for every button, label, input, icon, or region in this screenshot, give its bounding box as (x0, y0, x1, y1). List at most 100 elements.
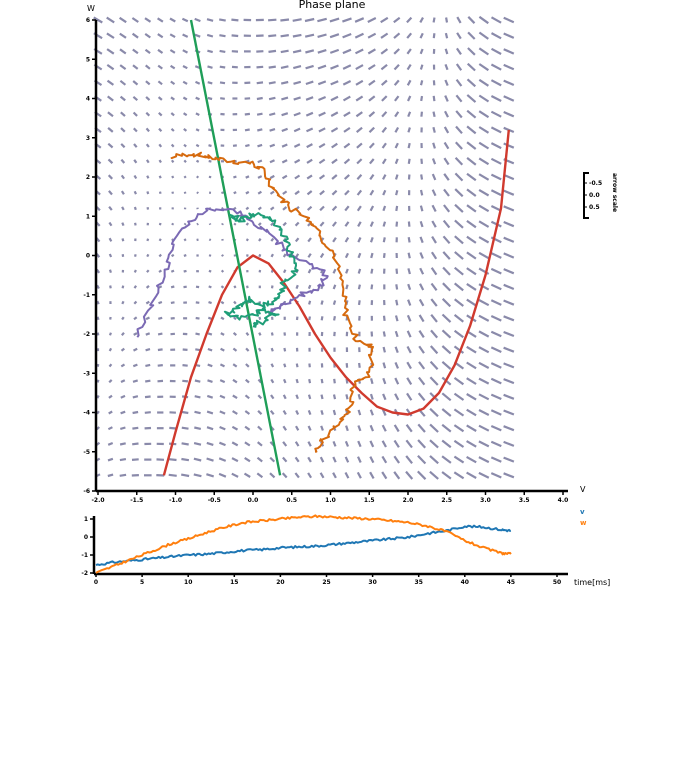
quiver-arrow (171, 271, 174, 272)
quiver-arrow (467, 347, 476, 353)
quiver-arrow (207, 35, 213, 37)
quiver-arrow (245, 458, 250, 461)
quiver-arrow (194, 459, 201, 461)
quiver-arrow (159, 97, 162, 100)
quiver-arrow (383, 378, 385, 384)
quiver-arrow (408, 347, 411, 353)
quiver-arrow (271, 239, 273, 242)
quiver-arrow (321, 457, 324, 462)
quiver-arrow (479, 96, 488, 102)
quiver-arrow (109, 396, 112, 398)
quiver-arrow (433, 143, 435, 149)
quiver-arrow (172, 176, 173, 178)
quiver-arrow (397, 269, 398, 274)
quiver-arrow (395, 80, 399, 85)
time-y-tick-label: 0 (84, 534, 88, 541)
quiver-arrow (184, 145, 186, 147)
quiver-arrow (296, 411, 298, 415)
time-x-tick-label: 45 (507, 579, 515, 586)
arrow-scale-tick-label: 0.5 (589, 204, 600, 211)
quiver-arrow (334, 301, 335, 305)
quiver-arrow (479, 174, 489, 180)
quiver-arrow (208, 82, 213, 83)
quiver-arrow (283, 207, 286, 210)
quiver-arrow (491, 363, 501, 368)
quiver-arrow (407, 393, 411, 400)
quiver-arrow (504, 348, 514, 352)
quiver-arrow (98, 380, 99, 383)
quiver-arrow (384, 316, 385, 321)
quiver-arrow (295, 473, 299, 478)
quiver-arrow (309, 285, 310, 289)
quiver-arrow (479, 331, 489, 336)
phase-x-tick-label: -1.5 (130, 497, 143, 504)
quiver-arrow (109, 380, 112, 382)
quiver-arrow (207, 427, 213, 429)
quiver-arrow (246, 348, 249, 351)
quiver-arrow (282, 113, 288, 115)
quiver-arrow (442, 362, 450, 369)
quiver-arrow (431, 315, 437, 322)
quiver-arrow (122, 175, 124, 178)
quiver-arrow (407, 33, 411, 38)
quiver-arrow (456, 127, 462, 134)
quiver-arrow (443, 283, 450, 290)
quiver-arrow (321, 426, 323, 431)
trace-w (96, 515, 511, 573)
quiver-arrow (407, 362, 411, 368)
phase-y-tick-label: 3 (86, 135, 90, 142)
quiver-arrow (421, 33, 423, 38)
quiver-arrow (305, 50, 313, 52)
quiver-arrow (467, 237, 476, 243)
quiver-arrow (344, 97, 351, 101)
quiver-arrow (333, 473, 336, 478)
quiver-arrow (457, 17, 460, 23)
quiver-arrow (491, 379, 501, 384)
quiver-arrow (308, 473, 311, 478)
quiver-arrow (97, 285, 99, 288)
phase-y-tick-label: 0 (86, 253, 90, 260)
quiver-arrow (467, 205, 476, 211)
quiver-arrow (234, 192, 237, 193)
quiver-arrow (160, 192, 161, 194)
quiver-arrow (344, 144, 349, 148)
quiver-arrow (270, 458, 274, 462)
quiver-arrow (295, 176, 300, 179)
quiver-arrow (457, 64, 461, 70)
quiver-arrow (504, 49, 514, 53)
quiver-arrow (333, 222, 336, 226)
quiver-arrow (397, 222, 398, 227)
time-x-tick-label: 50 (553, 579, 561, 586)
quiver-arrow (421, 159, 422, 164)
quiver-arrow (504, 34, 514, 38)
quiver-arrow (122, 333, 124, 335)
quiver-arrow (281, 66, 288, 68)
quiver-arrow (455, 205, 463, 212)
quiver-arrow (197, 192, 198, 193)
quiver-arrow (110, 286, 111, 289)
quiver-arrow (195, 35, 200, 37)
quiver-arrow (322, 316, 323, 320)
quiver-arrow (504, 316, 514, 320)
quiver-arrow (445, 111, 448, 117)
quiver-arrow (409, 143, 410, 148)
quiver-arrow (358, 206, 361, 211)
quiver-arrow (196, 318, 200, 319)
quiver-arrow (370, 190, 373, 195)
quiver-arrow (408, 80, 411, 85)
quiver-arrow (268, 35, 276, 36)
quiver-arrow (183, 66, 187, 68)
quiver-arrow (371, 378, 372, 383)
quiver-arrow (333, 206, 337, 210)
arrow-scale-tick-label: 0.0 (589, 192, 600, 199)
quiver-arrow (491, 300, 501, 305)
quiver-arrow (479, 64, 488, 70)
quiver-arrow (259, 207, 262, 209)
quiver-arrow (382, 128, 386, 133)
quiver-arrow (245, 411, 249, 414)
quiver-arrow (420, 315, 424, 322)
quiver-arrow (491, 332, 501, 337)
quiver-arrow (184, 255, 186, 256)
quiver-arrow (431, 362, 438, 370)
quiver-arrow (294, 97, 301, 99)
